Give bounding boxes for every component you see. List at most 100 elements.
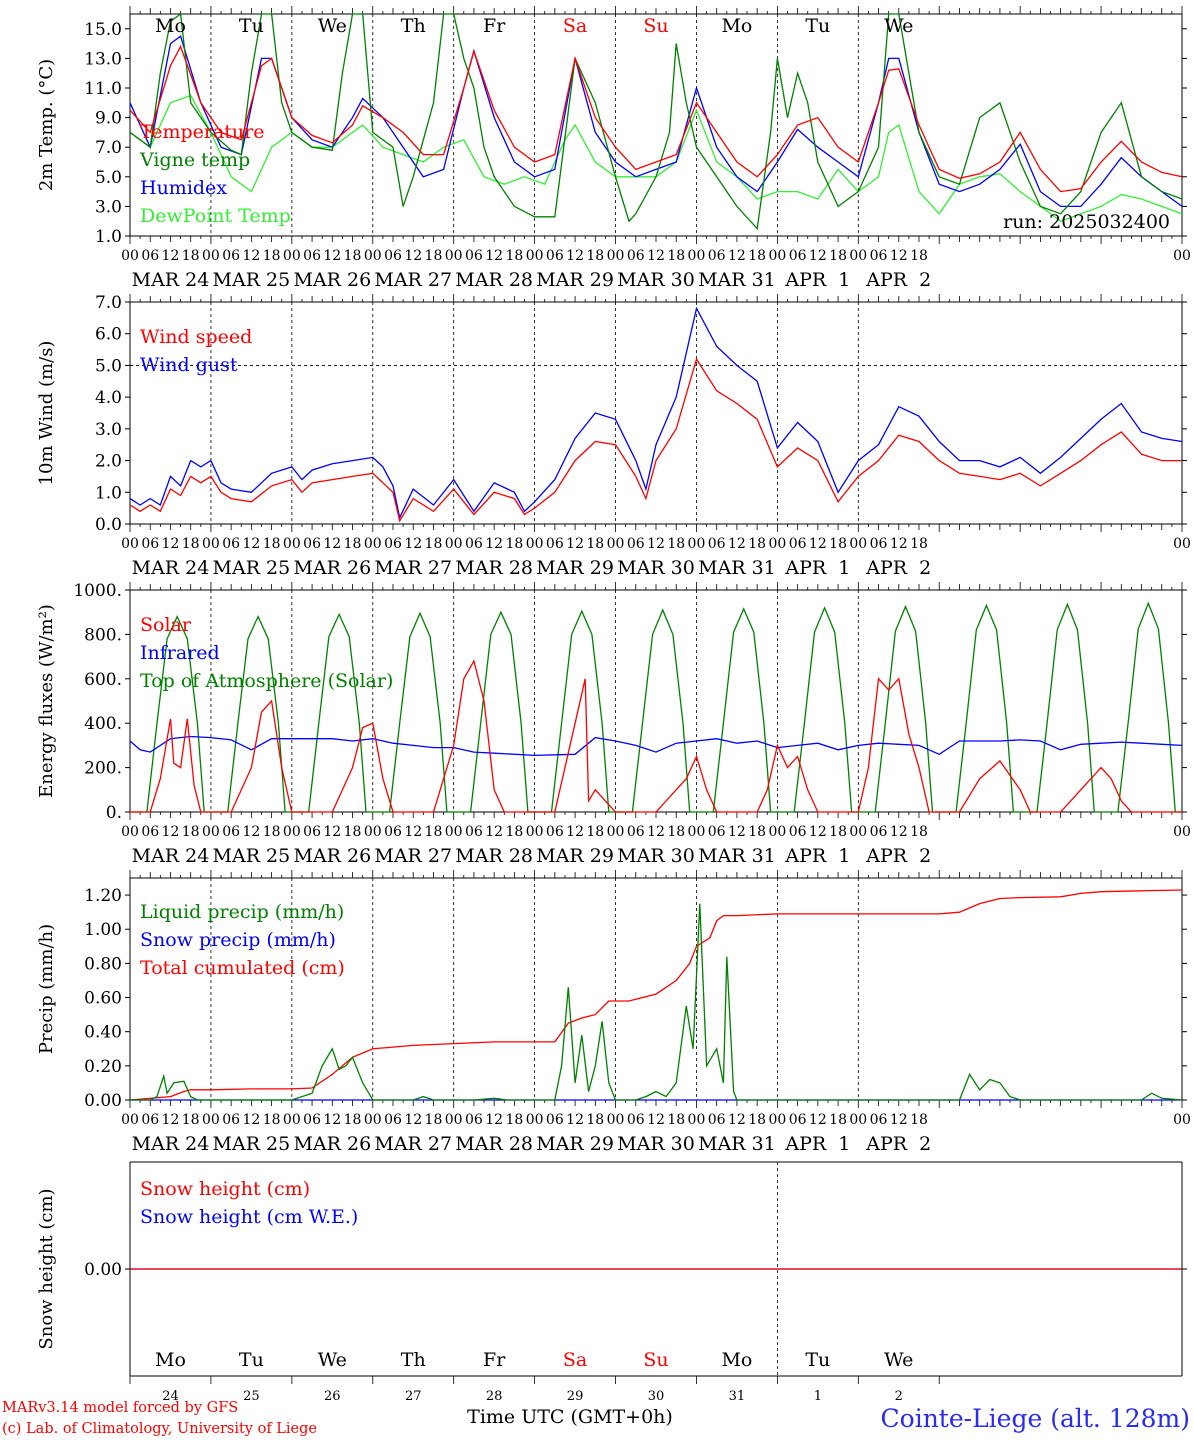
legend-entry: Infrared bbox=[140, 642, 220, 664]
y-tick-label: 1000. bbox=[73, 581, 122, 601]
hour-label: 12 bbox=[242, 536, 260, 552]
date-label: MAR 28 bbox=[455, 845, 533, 867]
date-label: MAR 31 bbox=[698, 845, 776, 867]
hour-label: 12 bbox=[809, 248, 827, 264]
hour-label: 12 bbox=[647, 248, 665, 264]
date-label: MAR 24 bbox=[132, 269, 210, 291]
y-tick-label: 200. bbox=[84, 759, 122, 779]
hour-label: 06 bbox=[465, 536, 483, 552]
date-label: MAR 31 bbox=[698, 1133, 776, 1155]
hour-label: 06 bbox=[141, 536, 159, 552]
date-label: MAR 30 bbox=[617, 845, 695, 867]
y-tick-label: 2.0 bbox=[95, 452, 122, 472]
day-name-bottom: Sa bbox=[563, 1349, 587, 1371]
series-line-total-cumulated-cm- bbox=[129, 889, 1183, 1101]
hour-label: 18 bbox=[667, 1112, 685, 1128]
hour-label: 18 bbox=[263, 1112, 281, 1128]
y-tick-label: 3.0 bbox=[95, 197, 122, 217]
date-label: MAR 27 bbox=[374, 1133, 452, 1155]
hour-label: 18 bbox=[344, 536, 362, 552]
hour-label: 18 bbox=[182, 536, 200, 552]
y-tick-label: 400. bbox=[84, 714, 122, 734]
hour-label: 18 bbox=[667, 824, 685, 840]
hour-label: 18 bbox=[505, 536, 523, 552]
y-tick-label: 1.0 bbox=[95, 227, 122, 247]
day-number: 26 bbox=[324, 1389, 341, 1404]
hour-label: 00 bbox=[364, 824, 382, 840]
y-tick-label: 1.0 bbox=[95, 483, 122, 503]
hour-label: 12 bbox=[485, 1112, 503, 1128]
date-label: MAR 25 bbox=[213, 845, 291, 867]
date-label: MAR 31 bbox=[698, 269, 776, 291]
day-number: 27 bbox=[405, 1389, 422, 1404]
hour-label: 00 bbox=[1173, 536, 1191, 552]
hour-label: 00 bbox=[202, 1112, 220, 1128]
date-label: MAR 31 bbox=[698, 557, 776, 579]
hour-label: 18 bbox=[263, 248, 281, 264]
hour-label: 06 bbox=[870, 824, 888, 840]
hour-label: 18 bbox=[425, 824, 443, 840]
series-line-temperature bbox=[129, 44, 1183, 193]
hour-label: 00 bbox=[121, 248, 139, 264]
date-label: MAR 29 bbox=[536, 1133, 614, 1155]
hour-label: 06 bbox=[546, 1112, 564, 1128]
hour-label: 00 bbox=[849, 536, 867, 552]
panel-1: 1.0 3.0 5.0 7.0 9.0 11.0 13.0 15.0 2m Temp. (°C)… bbox=[36, 6, 1191, 291]
hour-label: 00 bbox=[768, 536, 786, 552]
y-tick-label: 0.60 bbox=[84, 989, 122, 1009]
date-label: APR 2 bbox=[865, 269, 931, 291]
hour-label: 00 bbox=[526, 248, 544, 264]
hour-label: 06 bbox=[384, 248, 402, 264]
y-tick-label: 5.0 bbox=[95, 356, 122, 376]
run-annotation: run: 2025032400 bbox=[1003, 211, 1170, 233]
series-line-wind-speed bbox=[129, 357, 1182, 523]
date-label: MAR 29 bbox=[536, 845, 614, 867]
day-name-top: Tu bbox=[239, 15, 264, 37]
hour-label: 12 bbox=[323, 1112, 341, 1128]
hour-label: 18 bbox=[425, 1112, 443, 1128]
date-label: MAR 26 bbox=[293, 1133, 371, 1155]
date-label: MAR 27 bbox=[374, 557, 452, 579]
legend-entry: Solar bbox=[140, 614, 192, 636]
hour-label: 06 bbox=[222, 248, 240, 264]
hour-label: 00 bbox=[526, 1112, 544, 1128]
hour-label: 12 bbox=[890, 1112, 908, 1128]
hour-label: 06 bbox=[789, 1112, 807, 1128]
hour-label: 18 bbox=[586, 248, 604, 264]
y-tick-label: 1.00 bbox=[84, 920, 122, 940]
day-number: 29 bbox=[567, 1389, 584, 1404]
hour-label: 00 bbox=[364, 536, 382, 552]
hour-label: 12 bbox=[404, 536, 422, 552]
day-name-bottom: Tu bbox=[805, 1349, 830, 1371]
lab-credit: (c) Lab. of Climatology, University of L… bbox=[2, 1421, 317, 1437]
hour-label: 12 bbox=[162, 1112, 180, 1128]
hour-label: 06 bbox=[222, 536, 240, 552]
hour-label: 12 bbox=[809, 1112, 827, 1128]
day-name-top: Mo bbox=[155, 15, 186, 37]
hour-label: 12 bbox=[809, 536, 827, 552]
hour-label: 06 bbox=[222, 1112, 240, 1128]
hour-label: 18 bbox=[667, 248, 685, 264]
hour-label: 18 bbox=[182, 1112, 200, 1128]
hour-label: 06 bbox=[708, 536, 726, 552]
day-name-top: We bbox=[318, 15, 347, 37]
hour-label: 18 bbox=[910, 248, 928, 264]
hour-label: 00 bbox=[607, 1112, 625, 1128]
hour-label: 12 bbox=[242, 248, 260, 264]
hour-label: 00 bbox=[688, 248, 706, 264]
date-label: MAR 27 bbox=[374, 269, 452, 291]
legend-entry: Snow height (cm) bbox=[140, 1178, 310, 1200]
hour-label: 00 bbox=[768, 824, 786, 840]
y-tick-label: 0.0 bbox=[95, 515, 122, 535]
hour-label: 06 bbox=[303, 536, 321, 552]
day-number: 31 bbox=[729, 1389, 746, 1404]
hour-label: 00 bbox=[445, 536, 463, 552]
series-line-vigne-temp bbox=[129, 12, 1183, 231]
date-label: MAR 27 bbox=[374, 845, 452, 867]
y-tick-label: 6.0 bbox=[95, 325, 122, 345]
y-tick-label: 7.0 bbox=[95, 293, 122, 313]
y-tick-label: 0.20 bbox=[84, 1057, 122, 1077]
day-name-top: Fr bbox=[483, 15, 506, 37]
hour-label: 12 bbox=[485, 536, 503, 552]
hour-label: 00 bbox=[768, 1112, 786, 1128]
